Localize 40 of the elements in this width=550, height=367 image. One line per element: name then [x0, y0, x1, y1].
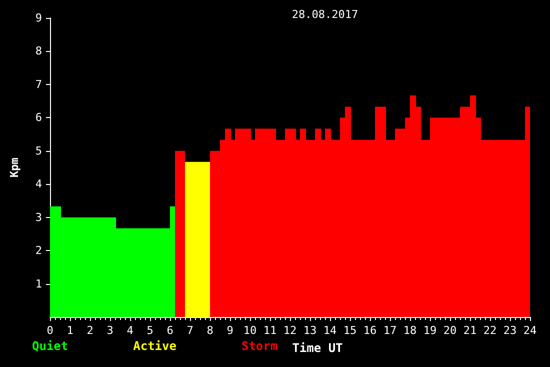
x-tick-label: 5: [146, 324, 154, 337]
x-tick-label: 11: [263, 324, 277, 337]
y-tick-label: 1: [35, 277, 42, 290]
x-tick-label: 16: [363, 324, 377, 337]
x-tick-label: 4: [126, 324, 134, 337]
x-tick-label: 6: [166, 324, 174, 337]
x-tick-label: 7: [186, 324, 194, 337]
y-tick-label: 3: [35, 210, 42, 224]
x-tick-label: 15: [343, 324, 357, 337]
x-tick-label: 24: [523, 324, 537, 337]
x-tick-label: 21: [463, 324, 477, 337]
x-tick-label: 14: [323, 324, 337, 337]
x-tick-label: 23: [503, 324, 517, 337]
x-tick-label: 19: [423, 324, 437, 337]
x-tick-label: 13: [303, 324, 317, 337]
x-tick-label: 2: [86, 324, 94, 337]
x-tick-label: 17: [383, 324, 397, 337]
y-tick-label: 2: [35, 244, 42, 258]
y-tick-label: 8: [35, 44, 42, 58]
chart-title: 28.08.2017: [292, 8, 358, 21]
x-tick-label: 10: [243, 324, 257, 337]
x-tick-label: 3: [106, 324, 114, 337]
x-tick-label: 20: [443, 324, 457, 337]
series-label: Storm: [241, 339, 278, 353]
series-label: Quiet: [32, 339, 68, 353]
y-tick-label: 4: [35, 178, 42, 191]
y-tick-label: 9: [35, 12, 42, 24]
y-tick-label: 6: [35, 111, 42, 124]
x-tick-label: 22: [483, 324, 497, 337]
x-tick-label: 8: [206, 324, 214, 337]
series-label: Active: [133, 339, 176, 353]
y-axis-title: Kpm: [8, 157, 21, 178]
y-tick-label: 7: [35, 78, 42, 91]
x-tick-label: 12: [283, 324, 297, 337]
x-tick-label: 9: [226, 324, 234, 337]
x-axis-title: Time UT: [292, 341, 343, 355]
y-tick-label: 5: [35, 144, 42, 158]
x-tick-label: 0: [46, 324, 54, 337]
x-tick-label: 1: [66, 324, 74, 337]
x-tick-label: 18: [403, 324, 417, 337]
